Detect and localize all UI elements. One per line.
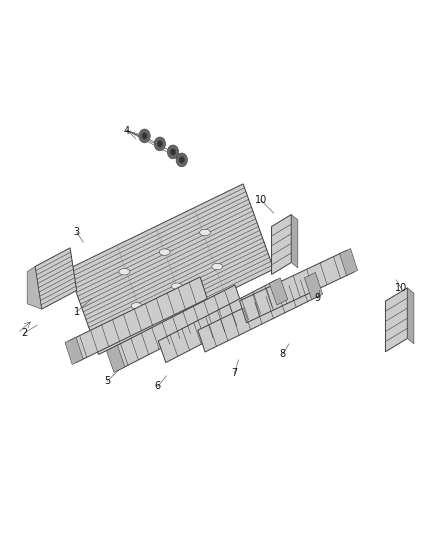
Ellipse shape xyxy=(159,249,170,255)
Circle shape xyxy=(157,141,162,147)
Ellipse shape xyxy=(212,263,223,270)
Circle shape xyxy=(179,157,184,163)
Polygon shape xyxy=(304,272,323,300)
Circle shape xyxy=(167,145,179,159)
Text: 2: 2 xyxy=(21,328,27,338)
Text: 7: 7 xyxy=(231,368,237,378)
Text: 9: 9 xyxy=(314,294,321,303)
Text: 10: 10 xyxy=(395,283,407,293)
Ellipse shape xyxy=(119,269,130,275)
Polygon shape xyxy=(27,266,42,309)
Polygon shape xyxy=(110,285,243,370)
Polygon shape xyxy=(106,345,125,373)
Polygon shape xyxy=(339,248,357,276)
Polygon shape xyxy=(272,215,291,274)
Text: 4: 4 xyxy=(124,126,130,135)
Text: 8: 8 xyxy=(279,350,286,359)
Polygon shape xyxy=(198,274,319,352)
Circle shape xyxy=(170,149,176,155)
Text: 5: 5 xyxy=(104,376,110,386)
Ellipse shape xyxy=(172,283,182,289)
Text: 3: 3 xyxy=(74,227,80,237)
Polygon shape xyxy=(65,337,83,365)
Text: 10: 10 xyxy=(254,195,267,205)
Text: 1: 1 xyxy=(74,307,80,317)
Circle shape xyxy=(154,137,166,151)
Text: 6: 6 xyxy=(155,382,161,391)
Polygon shape xyxy=(68,184,274,354)
Polygon shape xyxy=(35,248,77,309)
Ellipse shape xyxy=(131,303,142,309)
Polygon shape xyxy=(158,280,284,362)
Polygon shape xyxy=(69,277,207,362)
Polygon shape xyxy=(269,278,288,305)
Ellipse shape xyxy=(199,229,210,236)
Circle shape xyxy=(176,153,187,167)
Polygon shape xyxy=(240,250,354,323)
Polygon shape xyxy=(407,288,414,344)
Circle shape xyxy=(142,133,147,139)
Circle shape xyxy=(139,129,150,143)
Polygon shape xyxy=(385,288,407,352)
Polygon shape xyxy=(291,215,298,268)
